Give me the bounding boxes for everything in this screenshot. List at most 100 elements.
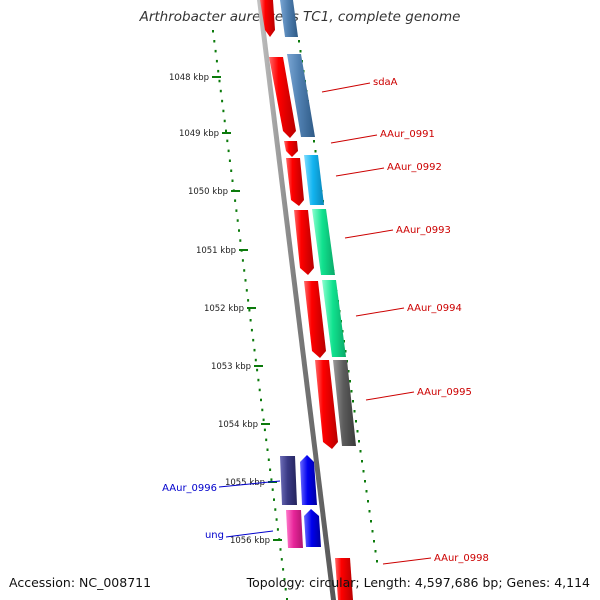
label-leader (365, 391, 415, 401)
inner-tick-dot (247, 299, 250, 302)
inner-tick-dot (248, 309, 251, 312)
map-title: Arthrobacter aurescens TC1, complete gen… (139, 9, 461, 25)
outer-tick-dot (359, 450, 362, 453)
inner-tick-dot (274, 508, 277, 511)
inner-tick-dot (260, 398, 262, 402)
inner-tick-dot (227, 149, 230, 153)
inner-tick-dot (280, 558, 283, 561)
reverse-strand-features (280, 455, 321, 548)
inner-tick-dot (269, 468, 272, 471)
inner-tick-dot (265, 438, 268, 442)
gene-label-aaur-0993[interactable]: AAur_0993 (396, 225, 451, 236)
inner-tick-dot (221, 99, 224, 103)
outer-tick-dot (313, 140, 315, 143)
inner-tick-dot (244, 279, 247, 282)
inner-tick-dot (241, 259, 244, 262)
inner-tick-dot (225, 129, 227, 133)
label-leader (321, 82, 371, 93)
outer-tick-dot (374, 550, 377, 553)
cds-arrow-0991 (284, 141, 298, 157)
label-leader (355, 307, 405, 317)
inner-tick-dot (238, 229, 240, 232)
inner-tick-dot (222, 109, 225, 113)
cds-feature-ring (260, 0, 353, 600)
gene-label-aaur-0991[interactable]: AAur_0991 (380, 129, 435, 140)
genome-backbone (257, 0, 336, 600)
inner-tick-dot (236, 219, 239, 222)
outer-tick-dot (344, 350, 347, 353)
kbp-label: 1056 kbp (230, 536, 270, 546)
kbp-label: 1051 kbp (196, 246, 236, 256)
inner-tick-dot (270, 478, 273, 481)
cog-block-steelblue-top (280, 0, 298, 37)
kbp-label: 1055 kbp (225, 478, 265, 488)
inner-tick-dot (245, 289, 248, 292)
outer-tick-dot (352, 400, 354, 403)
cds-arrow-ung (304, 509, 321, 547)
cds-arrow-0993 (294, 210, 314, 275)
outer-tick-dot (365, 490, 368, 493)
inner-tick-dot (263, 428, 266, 432)
cds-arrow-top (260, 0, 275, 37)
cds-arrow-0994 (304, 281, 326, 358)
outer-tick-dot (367, 500, 369, 503)
inner-tick-dot (261, 408, 264, 412)
label-leader (344, 229, 394, 239)
inner-tick-dot (230, 169, 233, 172)
inner-tick-dot (239, 239, 242, 242)
gene-label-aaur-0998[interactable]: AAur_0998 (434, 553, 489, 564)
outer-tick-dot (370, 520, 372, 523)
outer-tick-dot (362, 470, 365, 473)
cog-block-green-0994 (322, 280, 346, 357)
kbp-label: 1052 kbp (204, 304, 244, 314)
inner-tick-dot (217, 69, 220, 73)
inner-tick-dot (249, 319, 252, 322)
inner-tick-dot (271, 488, 274, 491)
gene-label-ung[interactable]: ung (205, 530, 224, 541)
inner-tick-dot (262, 418, 265, 422)
outer-tick-dot (343, 340, 345, 343)
label-leader (330, 134, 378, 144)
inner-tick-dot (235, 209, 238, 212)
inner-tick-dot (213, 40, 216, 43)
gene-label-aaur-0995[interactable]: AAur_0995 (417, 387, 472, 398)
inner-tick-dot (266, 448, 269, 451)
inner-tick-dot (267, 458, 270, 461)
cog-feature-ring (280, 0, 356, 446)
cds-arrow-sdaa (269, 57, 296, 138)
gene-label-aaur-0996[interactable]: AAur_0996 (162, 483, 217, 494)
inner-tick-dot (214, 49, 217, 53)
inner-tick-dot (273, 498, 275, 501)
gene-label-aaur-0994[interactable]: AAur_0994 (407, 303, 462, 314)
inner-tick-dot (215, 59, 218, 63)
gene-label-sdaa[interactable]: sdaA (373, 77, 398, 88)
inner-tick-dot (219, 89, 222, 93)
gene-label-aaur-0992[interactable]: AAur_0992 (387, 162, 442, 173)
cds-arrow-0996 (300, 455, 317, 505)
cog-block-steelblue-sdaa (287, 54, 315, 137)
outer-tick-dot (356, 430, 359, 433)
accession-text: Accession: NC_008711 (9, 575, 152, 590)
outer-tick-dot (347, 370, 350, 373)
outer-tick-dot (376, 560, 378, 563)
outer-tick-dot (314, 150, 317, 153)
kbp-label: 1050 kbp (188, 187, 228, 197)
outer-tick-dot (373, 540, 375, 543)
outer-tick-dot (371, 530, 374, 533)
outer-tick-dot (350, 390, 353, 393)
outer-tick-dot (349, 380, 351, 383)
inner-tick-dot (283, 578, 286, 581)
inner-tick-dot (223, 119, 226, 123)
outer-tick-dot (355, 420, 357, 423)
outer-tick-dot (364, 480, 366, 483)
inner-tick-dot (252, 338, 255, 342)
inner-tick-dot (234, 199, 237, 202)
inner-tick-dot (250, 328, 253, 332)
inner-tick-dot (257, 378, 260, 382)
outer-tick-dot (353, 410, 356, 413)
label-leader (382, 557, 432, 565)
outer-tick-dot (361, 460, 363, 463)
topology-text: Topology: circular; Length: 4,597,686 bp… (246, 575, 590, 590)
